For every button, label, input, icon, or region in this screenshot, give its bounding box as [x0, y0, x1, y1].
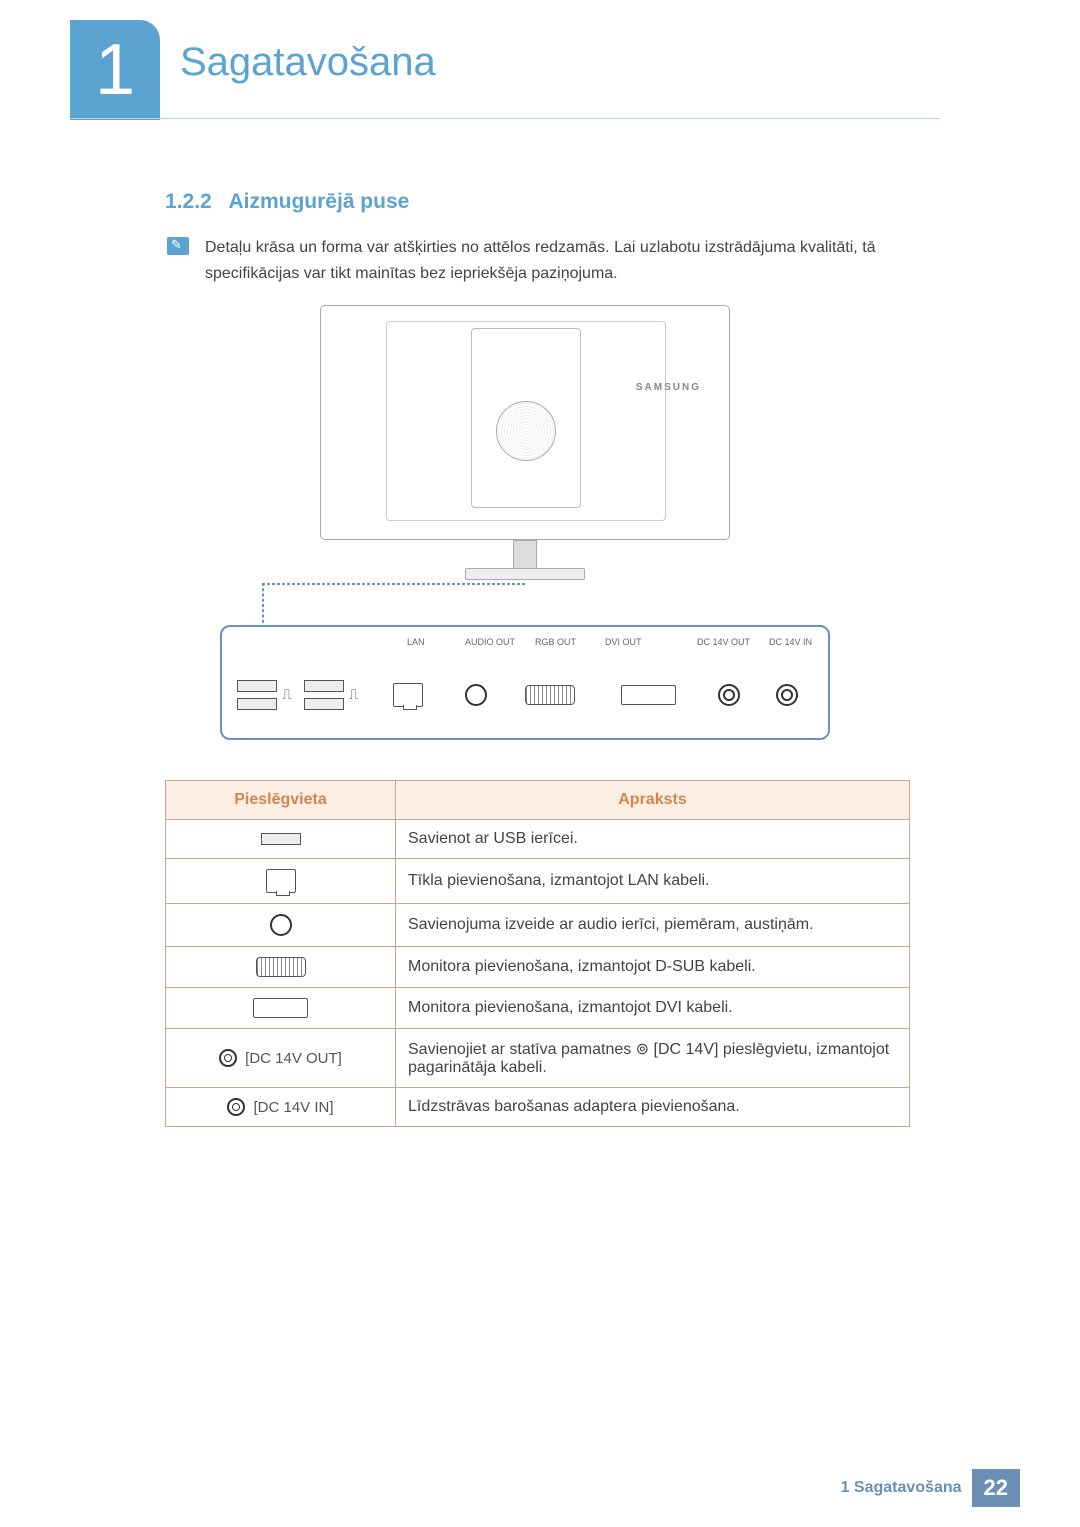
dc-port-icon — [227, 1098, 245, 1116]
dc-out-label: [DC 14V OUT] — [245, 1050, 342, 1067]
cell-desc: Savienot ar USB ierīcei. — [396, 820, 910, 859]
chapter-number: 1 — [95, 29, 135, 111]
table-row: [DC 14V OUT] Savienojiet ar statīva pama… — [166, 1029, 910, 1088]
dc-out-port-icon — [718, 684, 740, 706]
table-row: Savienot ar USB ierīcei. — [166, 820, 910, 859]
label-dvi: DVI OUT — [605, 637, 687, 647]
vga-port-icon — [256, 957, 306, 977]
cell-desc: Monitora pievienošana, izmantojot D-SUB … — [396, 947, 910, 988]
table-row: Savienojuma izveide ar audio ierīci, pie… — [166, 904, 910, 947]
audio-jack-icon — [270, 914, 292, 936]
footer-page: 22 — [972, 1469, 1020, 1507]
usb-symbol-icon: ⎍ — [282, 686, 292, 703]
stand-neck — [513, 540, 537, 570]
cell-desc: Tīkla pievienošana, izmantojot LAN kabel… — [396, 859, 910, 904]
chapter-badge: 1 — [70, 20, 160, 120]
note-text: Detaļu krāsa un forma var atšķirties no … — [205, 235, 925, 286]
chapter-title: Sagatavošana — [180, 40, 436, 85]
usb-port-icon — [261, 833, 301, 845]
dvi-port-icon — [621, 685, 676, 705]
table-row: Tīkla pievienošana, izmantojot LAN kabel… — [166, 859, 910, 904]
usb-port-icon — [304, 680, 344, 692]
dc-port-icon — [219, 1049, 237, 1067]
label-dc-out: DC 14V OUT — [697, 637, 759, 647]
usb-port-icon — [237, 698, 277, 710]
cell-desc: Monitora pievienošana, izmantojot DVI ka… — [396, 988, 910, 1029]
table-row: [DC 14V IN] Līdzstrāvas barošanas adapte… — [166, 1088, 910, 1127]
usb-pair-1: ⎍ — [237, 680, 292, 710]
th-port: Pieslēgvieta — [166, 781, 396, 820]
monitor-diagram: SAMSUNG — [320, 305, 730, 590]
vga-port-icon — [525, 685, 575, 705]
ports-panel: LAN AUDIO OUT RGB OUT DVI OUT DC 14V OUT… — [220, 625, 830, 740]
lan-port-icon — [266, 869, 296, 893]
usb-port-icon — [237, 680, 277, 692]
label-lan: LAN — [407, 637, 455, 647]
table-row: Monitora pievienošana, izmantojot DVI ka… — [166, 988, 910, 1029]
lan-port-icon — [393, 683, 423, 707]
monitor-back: SAMSUNG — [320, 305, 730, 540]
label-dc-in: DC 14V IN — [769, 637, 812, 647]
section-heading: 1.2.2 Aizmugurējā puse — [165, 190, 409, 214]
ports-row: ⎍ ⎍ — [237, 662, 813, 727]
page-footer: 1 Sagatavošana 22 — [841, 1469, 1020, 1507]
section-title: Aizmugurējā puse — [228, 190, 409, 213]
label-rgb: RGB OUT — [535, 637, 595, 647]
stand-base — [465, 568, 585, 580]
title-underline — [70, 118, 940, 119]
dc-in-label: [DC 14V IN] — [253, 1099, 333, 1116]
usb-pair-2: ⎍ — [304, 680, 359, 710]
table-row: Monitora pievienošana, izmantojot D-SUB … — [166, 947, 910, 988]
ports-table: Pieslēgvieta Apraksts Savienot ar USB ie… — [165, 780, 910, 1127]
audio-jack-icon — [465, 684, 487, 706]
th-desc: Apraksts — [396, 781, 910, 820]
samsung-logo: SAMSUNG — [636, 382, 701, 393]
section-number: 1.2.2 — [165, 190, 212, 213]
note-icon — [167, 237, 189, 255]
cell-desc: Savienojuma izveide ar audio ierīci, pie… — [396, 904, 910, 947]
cell-desc: Līdzstrāvas barošanas adaptera pievienoš… — [396, 1088, 910, 1127]
callout-dash-v — [262, 583, 264, 628]
usb-port-icon — [304, 698, 344, 710]
dc-in-port-icon — [776, 684, 798, 706]
dvi-port-icon — [253, 998, 308, 1018]
stand-hinge — [496, 401, 556, 461]
cell-desc: Savienojiet ar statīva pamatnes ⊚ [DC 14… — [396, 1029, 910, 1088]
callout-dash-h — [262, 583, 525, 585]
label-audio: AUDIO OUT — [465, 637, 525, 647]
footer-text: 1 Sagatavošana — [841, 1479, 962, 1497]
port-labels-row: LAN AUDIO OUT RGB OUT DVI OUT DC 14V OUT… — [407, 637, 818, 647]
usb-symbol-icon: ⎍ — [349, 686, 359, 703]
